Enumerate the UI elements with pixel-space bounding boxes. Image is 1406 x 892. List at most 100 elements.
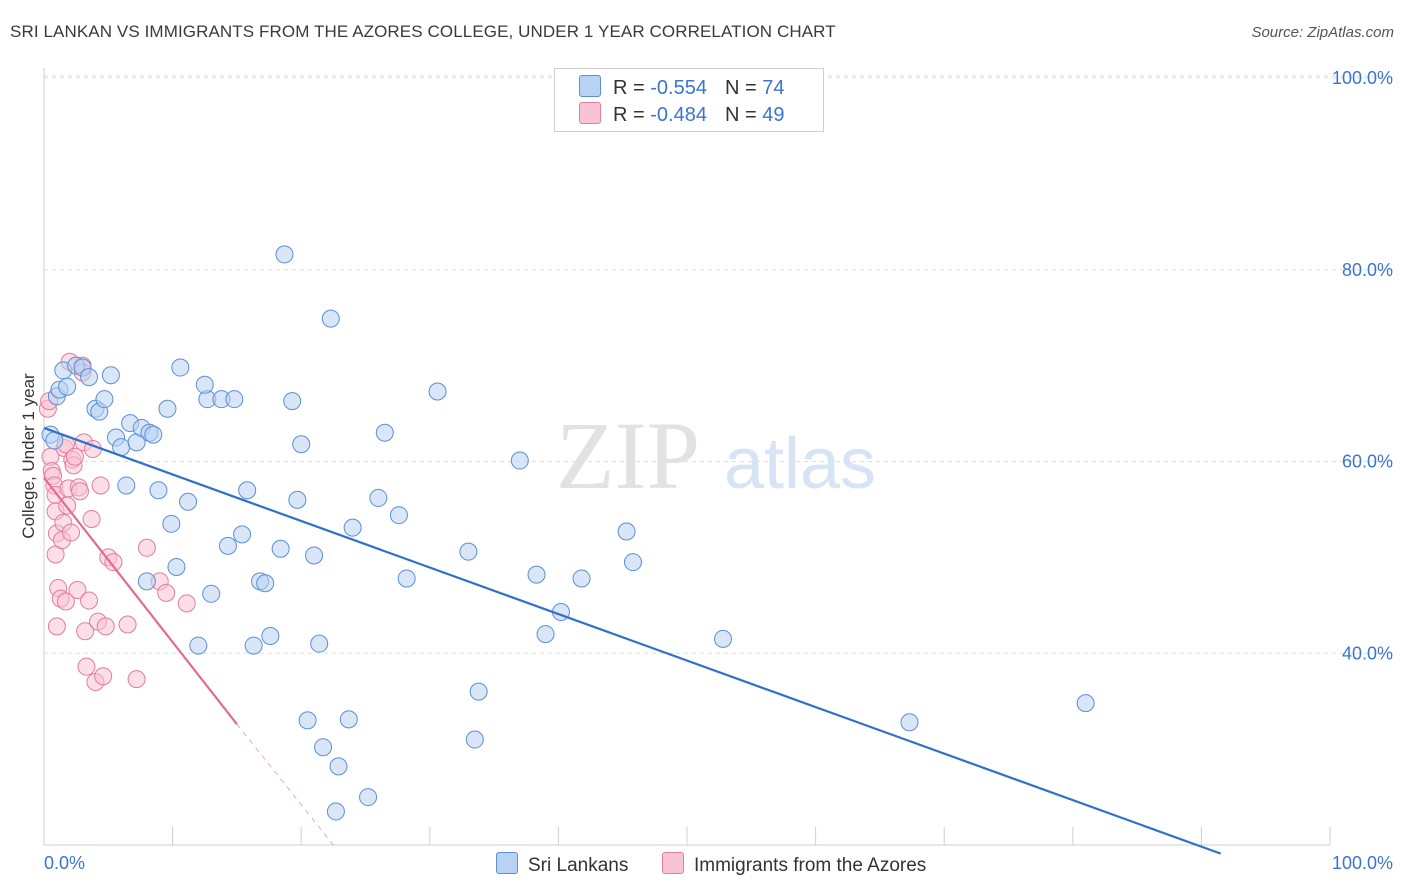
srilankan-point <box>343 518 362 537</box>
azores-trend-line <box>43 477 238 725</box>
azores-point <box>62 523 81 542</box>
srilankan-point <box>144 425 163 444</box>
srilankan-point <box>536 625 555 644</box>
srilankan-point <box>167 557 186 576</box>
srilankan-point <box>80 368 99 387</box>
srilankan-point <box>310 634 329 653</box>
bottom-legend-label: Sri Lankans <box>528 855 629 876</box>
azores-point <box>56 592 75 611</box>
y-tick-label: 60.0% <box>1342 452 1393 472</box>
srilankan-point <box>321 309 340 328</box>
srilankan-point <box>397 569 416 588</box>
trend-lines <box>43 426 1222 855</box>
legend-row-srilankans: R = -0.554 N = 74 <box>579 75 784 99</box>
srilankan-point <box>218 536 237 555</box>
bottom-legend-azores[interactable]: Immigrants from the Azores <box>662 852 926 877</box>
azores-point <box>157 583 176 602</box>
srilankan-point <box>233 525 252 544</box>
srilankan-point <box>900 713 919 732</box>
azores-point <box>137 538 156 557</box>
y-tick-label: 80.0% <box>1342 260 1393 280</box>
srilankan-point <box>298 711 317 730</box>
srilankan-point <box>271 539 290 558</box>
azores-point <box>94 667 113 686</box>
srilankan-point <box>305 546 324 565</box>
srilankan-point <box>149 481 168 500</box>
srilankan-point <box>189 636 208 655</box>
y-tick-label: 100.0% <box>1332 68 1393 88</box>
srilankan-point <box>527 565 546 584</box>
srilankan-point <box>359 788 378 807</box>
srilankan-point <box>195 375 214 394</box>
srilankan-point <box>510 451 529 470</box>
y-axis-title: College, Under 1 year <box>19 373 38 539</box>
srilankan-point <box>117 476 136 495</box>
srilankan-trend-line <box>43 426 1222 855</box>
srilankan-point <box>288 490 307 509</box>
srilankan-point <box>326 802 345 821</box>
azores-point <box>96 617 115 636</box>
correlation-legend: R = -0.554 N = 74 R = -0.484 N = 49 <box>554 68 824 132</box>
srilankan-points <box>41 245 1095 821</box>
azores-point <box>77 657 96 676</box>
srilankan-point <box>137 572 156 591</box>
legend-n-value: 74 <box>762 77 785 99</box>
srilankan-point <box>256 574 275 593</box>
legend-swatch-blue <box>579 75 601 97</box>
azores-point <box>65 447 84 466</box>
srilankan-point <box>329 757 348 776</box>
srilankan-point <box>465 730 484 749</box>
srilankan-point <box>428 382 447 401</box>
legend-n-value: 49 <box>762 104 785 126</box>
srilankan-point <box>292 435 311 454</box>
srilankan-point <box>162 514 181 533</box>
srilankan-point <box>158 399 177 418</box>
srilankan-point <box>244 636 263 655</box>
srilankan-point <box>714 629 733 648</box>
srilankan-point <box>202 584 221 603</box>
srilankan-point <box>171 358 190 377</box>
watermark-atlas: atlas <box>724 424 876 504</box>
srilankan-point <box>459 542 478 561</box>
azores-point <box>118 615 137 634</box>
azores-point <box>127 670 146 689</box>
srilankan-point <box>375 423 394 442</box>
srilankan-point <box>101 366 120 385</box>
bottom-legend-swatch-blue <box>496 852 518 874</box>
srilankan-point <box>225 390 244 409</box>
azores-point <box>82 510 101 529</box>
bottom-legend-srilankans[interactable]: Sri Lankans <box>496 852 628 877</box>
legend-r-value: -0.484 <box>650 104 707 126</box>
legend-n-label: N = <box>724 77 763 99</box>
tick-labels: 40.0% 60.0% 80.0% 100.0% 0.0% 100.0% <box>44 68 1393 873</box>
grid-lines <box>44 75 1390 654</box>
srilankan-point <box>283 392 302 411</box>
bottom-legend-swatch-pink <box>662 852 684 874</box>
y-tick-label: 40.0% <box>1342 643 1393 663</box>
srilankan-point <box>314 738 333 757</box>
azores-point <box>177 594 196 613</box>
srilankan-point <box>179 492 198 511</box>
srilankan-point <box>617 522 636 541</box>
srilankan-point <box>469 682 488 701</box>
bottom-legend-label: Immigrants from the Azores <box>694 855 927 876</box>
srilankan-point <box>369 488 388 507</box>
srilankan-point <box>238 481 257 500</box>
watermark: ZIP atlas <box>556 402 876 509</box>
srilankan-point <box>1076 694 1095 713</box>
azores-point <box>71 482 90 501</box>
azores-point <box>68 580 87 599</box>
srilankan-point <box>261 626 280 645</box>
srilankan-point <box>389 506 408 525</box>
azores-point <box>91 476 110 495</box>
chart-title: SRI LANKAN VS IMMIGRANTS FROM THE AZORES… <box>10 22 836 41</box>
legend-r-value: -0.554 <box>650 77 707 99</box>
srilankan-point <box>275 245 294 264</box>
watermark-zip: ZIP <box>556 402 700 509</box>
srilankan-point <box>623 553 642 572</box>
legend-swatch-pink <box>579 102 601 124</box>
srilankan-point <box>339 710 358 729</box>
srilankan-point <box>572 569 591 588</box>
legend-r-label: R = <box>613 77 651 99</box>
